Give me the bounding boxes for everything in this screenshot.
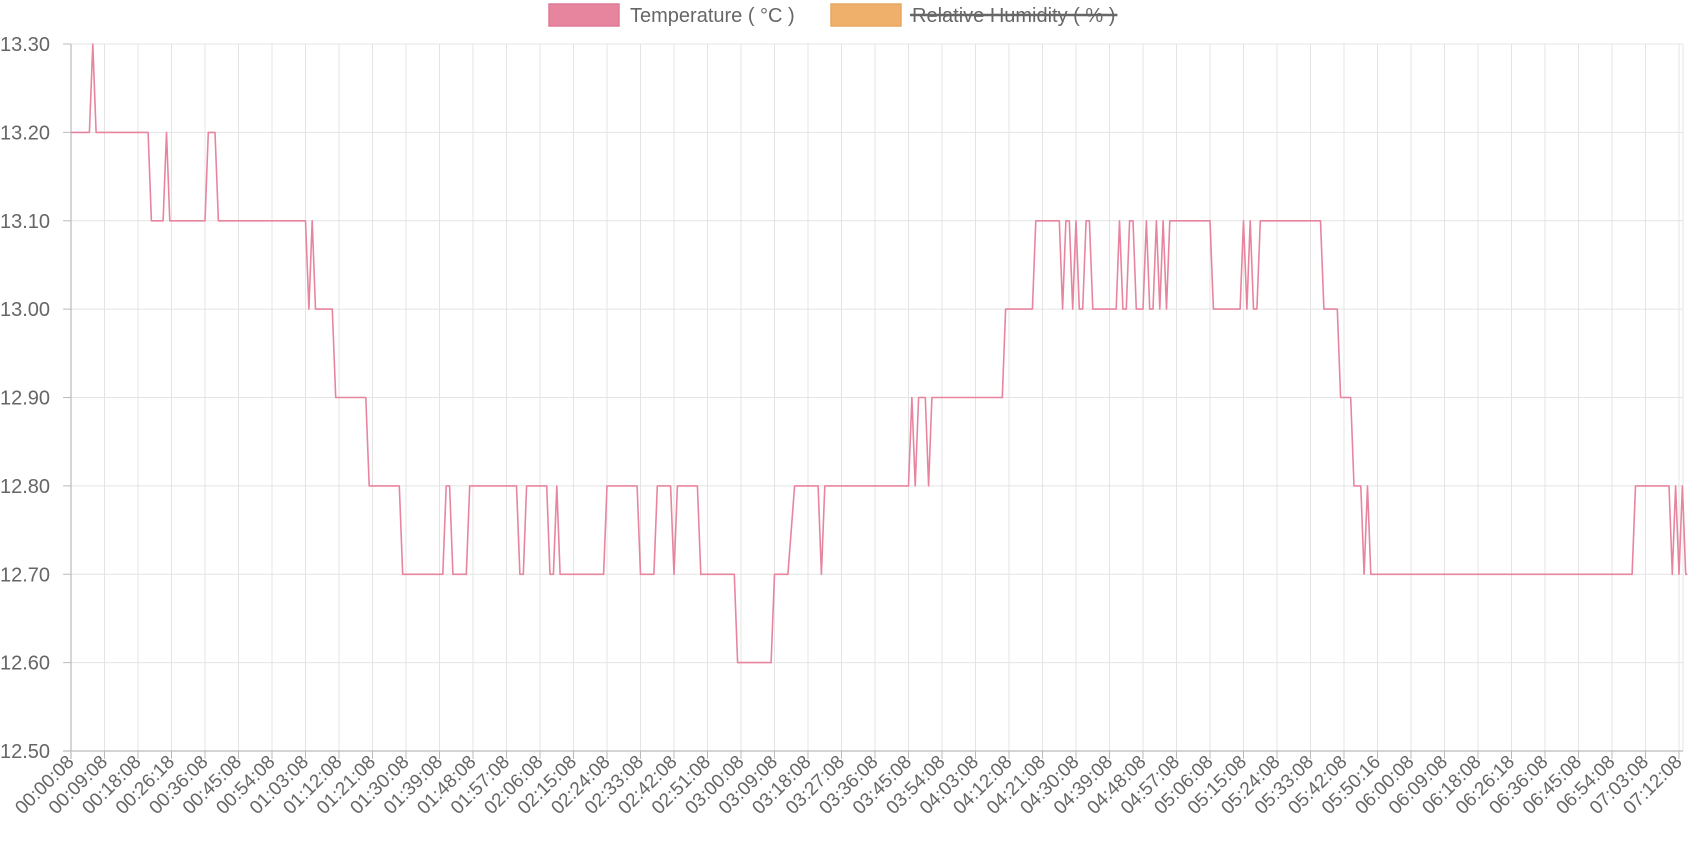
y-tick-label: 12.50 xyxy=(0,741,50,763)
series-lines xyxy=(71,43,1688,664)
y-tick-label: 12.60 xyxy=(0,653,50,675)
y-tick-label: 12.70 xyxy=(0,564,50,586)
x-axis-ticks: 00:00:0800:09:0800:18:0800:26:1800:36:08… xyxy=(11,751,1687,819)
legend-item-humidity[interactable]: Relative Humidity ( % ) xyxy=(830,3,1118,27)
y-tick-label: 13.10 xyxy=(0,211,50,233)
grid xyxy=(70,43,1684,752)
y-tick-label: 13.00 xyxy=(0,299,50,321)
legend-item-temperature[interactable]: Temperature ( °C ) xyxy=(548,3,795,27)
y-tick-label: 12.80 xyxy=(0,476,50,498)
legend-label: Temperature ( °C ) xyxy=(630,5,795,27)
y-tick-label: 12.90 xyxy=(0,388,50,410)
y-tick-label: 13.30 xyxy=(0,34,50,56)
temperature-series-line xyxy=(71,43,1688,664)
legend-swatch xyxy=(830,3,902,27)
y-tick-label: 13.20 xyxy=(0,122,50,144)
axes xyxy=(63,44,1683,759)
y-axis-ticks: 13.30 13.20 13.10 13.00 12.90 12.80 12.70 12.60… xyxy=(0,34,71,763)
legend-swatch xyxy=(548,3,620,27)
legend: Temperature ( °C ) Relative Humidity ( % … xyxy=(548,3,1118,27)
